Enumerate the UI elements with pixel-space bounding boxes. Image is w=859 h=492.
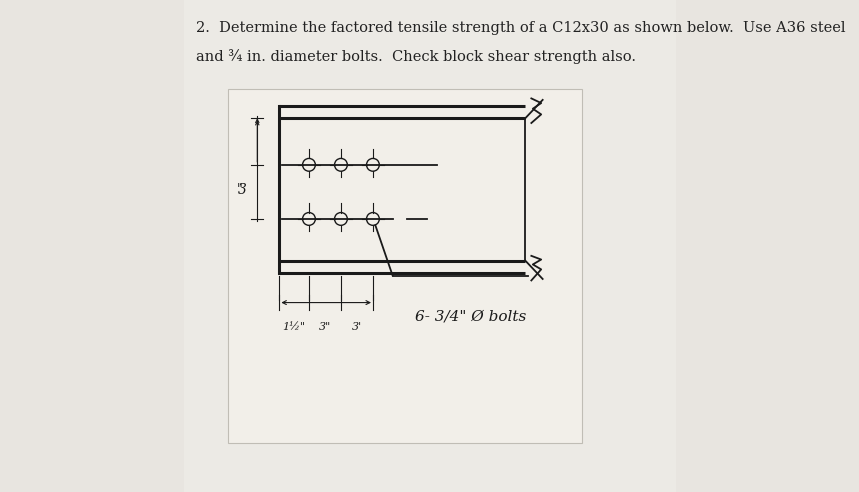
Text: 3": 3" xyxy=(319,322,331,332)
Text: 2.  Determine the factored tensile strength of a C12x30 as shown below.  Use A36: 2. Determine the factored tensile streng… xyxy=(196,21,845,34)
Text: ": " xyxy=(237,183,242,196)
Text: and ¾ in. diameter bolts.  Check block shear strength also.: and ¾ in. diameter bolts. Check block sh… xyxy=(196,49,636,64)
Text: 3: 3 xyxy=(238,184,247,197)
Bar xyxy=(228,89,582,443)
Text: 6- 3/4" Ø bolts: 6- 3/4" Ø bolts xyxy=(415,310,526,324)
Text: 3': 3' xyxy=(352,322,362,332)
Text: 1½": 1½" xyxy=(283,322,306,332)
